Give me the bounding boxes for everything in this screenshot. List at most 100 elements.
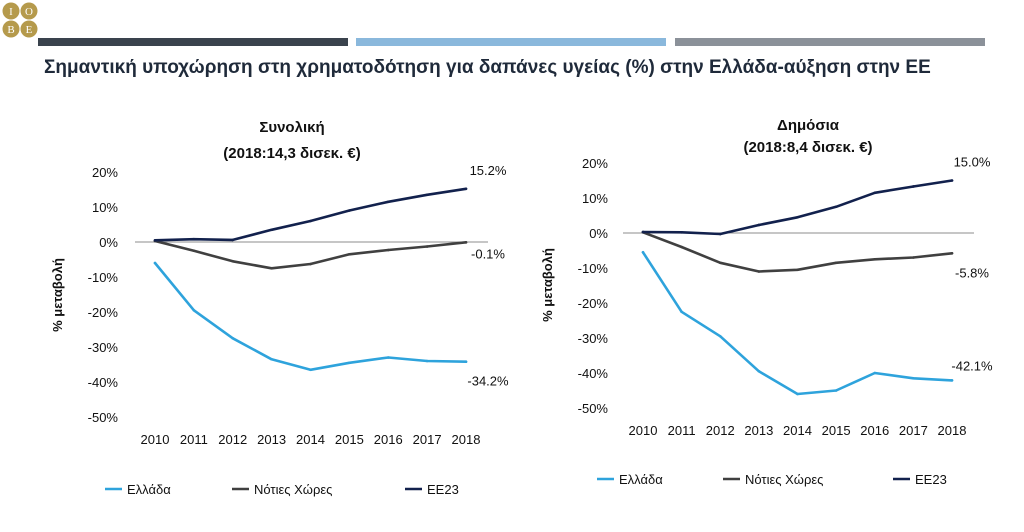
y-tick-label: -20% [578,296,609,311]
data-point [950,179,954,182]
data-point [348,252,351,256]
data-point [834,205,838,209]
data-point [192,308,196,312]
header-bar-light [356,38,666,46]
legend-label: Νότιες Χώρες [745,472,823,487]
data-point [950,379,954,382]
data-point [796,215,799,219]
data-point [231,238,235,242]
chart-title: Δημόσια [777,117,840,134]
x-tick-label: 2014 [783,423,812,438]
data-point [153,238,157,242]
data-point [680,310,683,314]
x-tick-label: 2018 [452,432,481,447]
end-value-label: -0.1% [471,246,505,261]
series-line-Ελλάδα [641,251,954,396]
y-axis-label: % μεταβολή [540,248,555,322]
x-tick-label: 2015 [335,432,364,447]
data-point [270,266,273,270]
data-point [192,249,196,253]
end-value-label: -5.8% [955,265,989,280]
x-tick-label: 2012 [706,423,735,438]
data-point [796,392,799,396]
chart-subtitle: (2018:8,4 δισεκ. €) [743,139,872,156]
data-point [680,245,683,249]
data-point [641,230,645,234]
legend-label: ΕΕ23 [427,482,459,497]
logo-circle [20,20,38,38]
header-bar-dark [38,38,348,46]
data-point [641,250,645,254]
end-value-label: -42.1% [951,358,993,373]
end-value-label: 15.2% [470,163,507,178]
data-point [348,361,351,365]
x-tick-label: 2013 [257,432,286,447]
data-point [153,261,157,265]
x-tick-label: 2011 [180,432,208,447]
x-tick-label: 2011 [668,423,696,438]
y-tick-label: -30% [578,331,609,346]
x-tick-label: 2015 [822,423,851,438]
data-point [873,371,877,375]
data-point [348,209,351,212]
data-point [757,270,761,273]
data-point [309,262,312,266]
data-point [425,359,429,363]
data-point [718,334,722,338]
y-tick-label: 10% [92,200,118,215]
data-point [873,257,877,261]
y-tick-label: -50% [88,410,119,425]
data-point [912,376,915,380]
y-tick-label: -40% [88,375,119,390]
x-tick-label: 2013 [744,423,773,438]
y-tick-label: 0% [99,235,118,250]
end-value-label: 15.0% [954,155,991,170]
data-point [718,261,722,265]
data-point [386,248,390,252]
data-point [192,237,196,241]
data-point [386,200,390,204]
legend-label: ΕΕ23 [915,472,947,487]
y-tick-label: -30% [88,340,119,355]
data-point [309,219,312,223]
data-point [912,185,915,188]
y-tick-label: 10% [582,191,608,206]
logo-letter: I [9,6,13,18]
logo-letter: B [7,24,14,36]
x-tick-label: 2017 [413,432,442,447]
series-line-Ελλάδα [153,261,468,372]
x-tick-label: 2014 [296,432,325,447]
data-point [757,369,761,373]
data-point [425,193,429,197]
y-tick-label: 0% [589,226,608,241]
data-point [386,356,390,359]
data-point [270,357,273,361]
y-tick-label: -50% [578,401,609,416]
data-point [309,368,312,372]
logo-letter: E [26,24,33,36]
y-tick-label: -20% [88,305,119,320]
y-tick-label: 20% [582,156,608,171]
data-point [912,256,915,259]
series-line-ΕΕ23 [641,179,954,236]
data-point [270,228,273,232]
logo: I O B E [2,2,38,38]
data-point [464,360,468,364]
x-tick-label: 2016 [860,423,889,438]
end-value-label: -34.2% [467,374,509,389]
header-bar-grey [675,38,985,46]
x-tick-label: 2016 [374,432,403,447]
series-line-ΕΕ23 [153,187,468,242]
data-point [680,231,683,234]
data-point [464,241,468,244]
data-point [718,232,722,236]
data-point [834,389,838,392]
legend-label: Ελλάδα [127,482,171,497]
chart-subtitle: (2018:14,3 δισεκ. €) [223,145,360,162]
x-tick-label: 2010 [629,423,658,438]
y-axis-label: % μεταβολή [50,258,65,332]
data-point [950,252,954,255]
series-line-Νότιες Χώρες [641,231,954,273]
data-point [757,223,761,227]
